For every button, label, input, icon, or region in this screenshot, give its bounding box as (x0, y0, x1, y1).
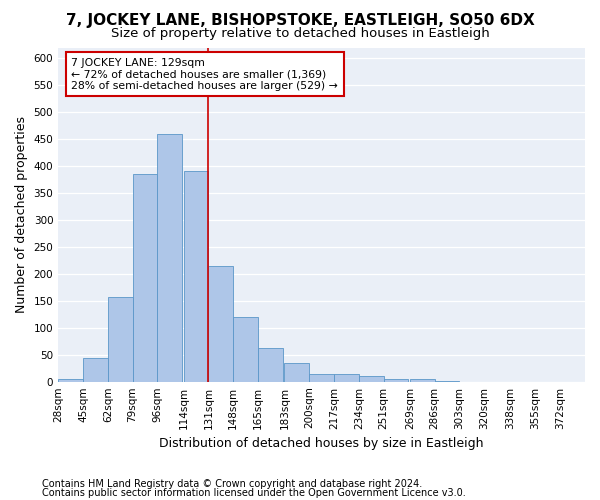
Bar (359, 376, 383, 382)
Bar (58, 379, 83, 382)
Bar (157, 134, 182, 382)
Bar (383, 379, 409, 382)
Bar (208, 266, 233, 382)
Bar (83, 358, 108, 382)
Bar (284, 363, 309, 382)
Text: 7 JOCKEY LANE: 129sqm
← 72% of detached houses are smaller (1,369)
28% of semi-d: 7 JOCKEY LANE: 129sqm ← 72% of detached … (71, 58, 338, 90)
Bar (309, 374, 334, 382)
Bar (434, 380, 460, 382)
Bar (184, 172, 208, 382)
Bar (334, 374, 359, 382)
Text: Contains HM Land Registry data © Crown copyright and database right 2024.: Contains HM Land Registry data © Crown c… (42, 479, 422, 489)
Bar (133, 174, 157, 382)
Text: 7, JOCKEY LANE, BISHOPSTOKE, EASTLEIGH, SO50 6DX: 7, JOCKEY LANE, BISHOPSTOKE, EASTLEIGH, … (65, 12, 535, 28)
Text: Contains public sector information licensed under the Open Government Licence v3: Contains public sector information licen… (42, 488, 466, 498)
X-axis label: Distribution of detached houses by size in Eastleigh: Distribution of detached houses by size … (160, 437, 484, 450)
Text: Size of property relative to detached houses in Eastleigh: Size of property relative to detached ho… (110, 28, 490, 40)
Bar (108, 296, 133, 382)
Bar (410, 379, 434, 382)
Bar (233, 317, 258, 382)
Y-axis label: Number of detached properties: Number of detached properties (15, 116, 28, 313)
Bar (258, 348, 283, 382)
